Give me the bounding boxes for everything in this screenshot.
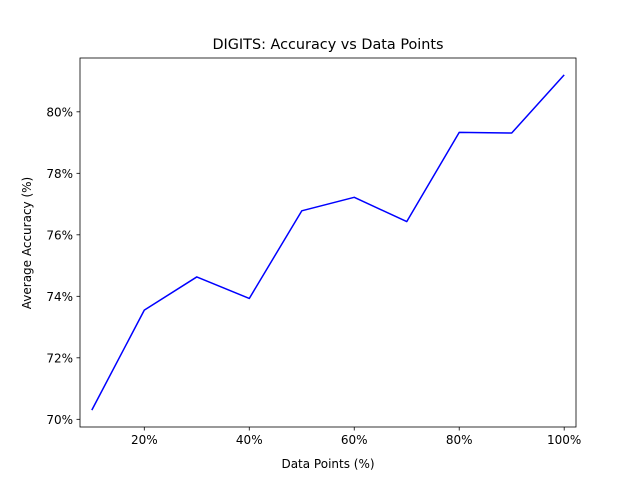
y-tick-label: 80% — [46, 105, 73, 119]
x-tick-label: 40% — [236, 433, 263, 447]
y-tick-label: 74% — [46, 290, 73, 304]
plot-area: 20% 40% 60% 80% 100% 70% 72% 74% 76% 78% 80% — [46, 57, 581, 447]
y-tick-label: 70% — [46, 413, 73, 427]
y-tick-label: 72% — [46, 351, 73, 365]
chart-title: DIGITS: Accuracy vs Data Points — [212, 37, 443, 53]
x-tick-label: 60% — [341, 433, 368, 447]
series-line-0 — [91, 74, 565, 411]
plot-frame — [79, 57, 577, 428]
y-axis-label: Average Accuracy (%) — [20, 177, 34, 309]
x-tick-label: 20% — [131, 433, 158, 447]
x-tick-label: 80% — [446, 433, 473, 447]
x-axis-label: Data Points (%) — [281, 457, 374, 471]
y-tick-label: 78% — [46, 167, 73, 181]
y-tick-label: 76% — [46, 228, 73, 242]
x-tick-label: 100% — [547, 433, 581, 447]
